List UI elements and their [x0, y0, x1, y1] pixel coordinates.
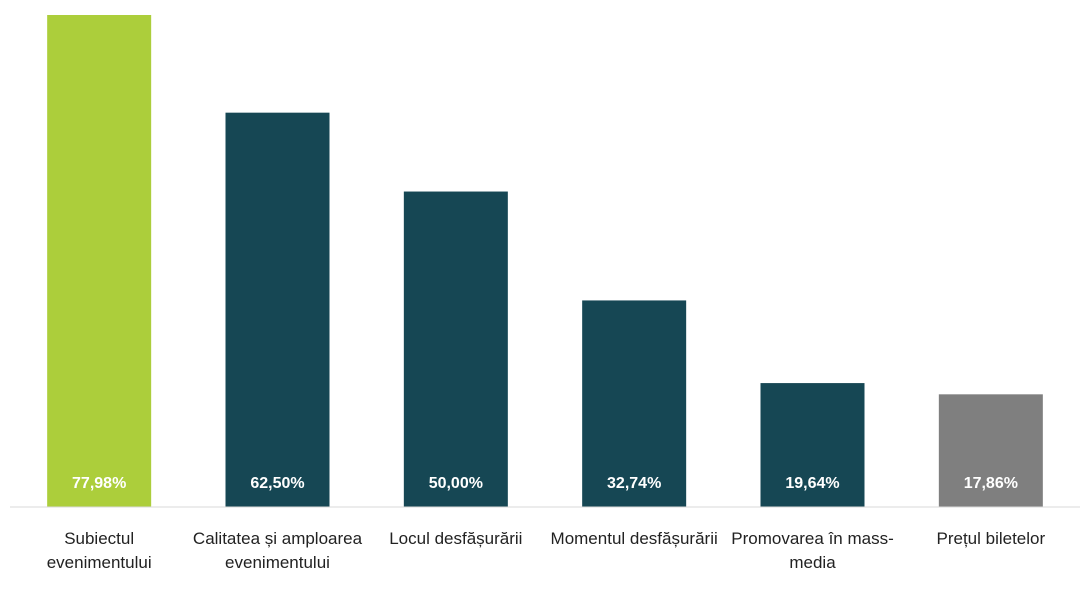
value-label: 62,50% [250, 475, 304, 492]
value-label: 19,64% [785, 475, 839, 492]
x-tick-label: Subiectul evenimentului [46, 529, 152, 572]
x-tick-label: Momentul desfășurării [550, 529, 718, 548]
x-tick-label: Calitatea și amploarea evenimentului [192, 529, 363, 572]
x-tick-label: Locul desfășurării [389, 529, 523, 548]
value-label: 50,00% [429, 475, 483, 492]
bar [760, 383, 865, 507]
bar [582, 300, 687, 507]
bar [938, 394, 1043, 507]
bar [225, 112, 330, 507]
x-tick-label: Promovarea în mass-media [731, 529, 894, 572]
value-label: 32,74% [607, 475, 661, 492]
value-label: 17,86% [964, 475, 1018, 492]
bar [47, 15, 152, 507]
bar [403, 191, 508, 508]
x-tick-label: Prețul biletelor [936, 529, 1046, 548]
value-label: 77,98% [72, 475, 126, 492]
